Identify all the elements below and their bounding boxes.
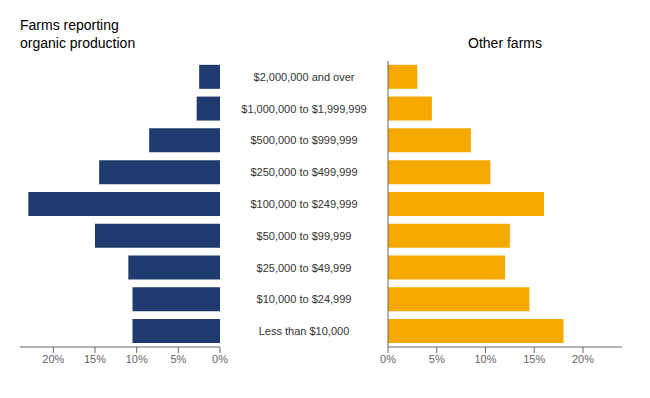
- svg-text:10%: 10%: [474, 353, 496, 365]
- svg-text:$2,000,000 and over: $2,000,000 and over: [254, 71, 355, 83]
- svg-text:Less than $10,000: Less than $10,000: [259, 325, 350, 337]
- html-text:Farms reporting organic produc: Farms reporting organic production: [20, 17, 136, 51]
- svg-text:$1,000,000 to $1,999,999: $1,000,000 to $1,999,999: [241, 103, 366, 115]
- svg-text:$50,000 to $99,999: $50,000 to $99,999: [257, 230, 352, 242]
- svg-text:20%: 20%: [42, 353, 64, 365]
- svg-text:5%: 5%: [429, 353, 445, 365]
- svg-text:0%: 0%: [212, 353, 228, 365]
- svg-text:$250,000 to $499,999: $250,000 to $499,999: [250, 166, 357, 178]
- svg-text:5%: 5%: [170, 353, 186, 365]
- html-text:Other farms: Other farms: [468, 35, 542, 51]
- svg-text:10%: 10%: [126, 353, 148, 365]
- svg-text:15%: 15%: [84, 353, 106, 365]
- svg-text:0%: 0%: [380, 353, 396, 365]
- svg-text:$500,000 to $999,999: $500,000 to $999,999: [250, 134, 357, 146]
- svg-text:$10,000 to $24,999: $10,000 to $24,999: [257, 293, 352, 305]
- svg-text:$100,000 to $249,999: $100,000 to $249,999: [250, 198, 357, 210]
- svg-text:20%: 20%: [572, 353, 594, 365]
- svg-text:15%: 15%: [523, 353, 545, 365]
- svg-text:$25,000 to $49,999: $25,000 to $49,999: [257, 262, 352, 274]
